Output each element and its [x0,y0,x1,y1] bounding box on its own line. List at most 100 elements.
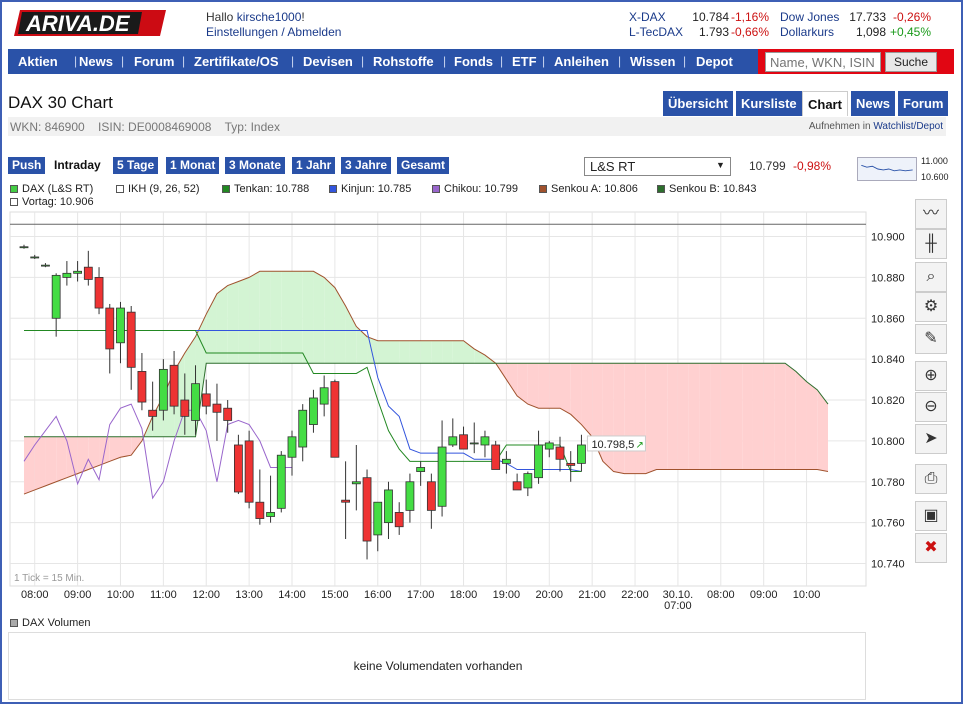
tab-news[interactable]: News [851,91,895,116]
ticker-value: 1,098 [855,25,886,39]
legend-tenkan[interactable]: Tenkan: 10.788 [222,183,309,195]
logout-link[interactable]: Abmelden [287,25,342,39]
legend-swatch [329,185,337,193]
range-gesamt[interactable]: Gesamt [397,157,450,174]
nav-aktien[interactable]: Aktien [18,54,58,69]
legend-label: Chikou: 10.799 [444,183,518,195]
settings-icon[interactable]: ⚙ [915,292,947,322]
range-3-monate[interactable]: 3 Monate [225,157,286,174]
cursor-icon[interactable]: ➤ [915,424,947,454]
current-price: 10.799 [749,159,786,173]
nav-wissen[interactable]: Wissen [630,54,676,69]
range-5-tage[interactable]: 5 Tage [113,157,159,174]
volume-label: DAX Volumen [10,617,90,629]
range-3-jahre[interactable]: 3 Jahre [341,157,392,174]
nav-news[interactable]: News [79,54,113,69]
exchange-select[interactable]: L&S RT [584,157,731,176]
user-greeting: Hallo kirsche1000! Einstellungen / Abmel… [206,10,341,40]
legend-label: Senkou B: 10.843 [669,183,757,195]
watchlist-link[interactable]: Watchlist/Depot [873,121,943,132]
ticker-row[interactable]: Dow Jones 17.733 -0,26% [780,10,931,25]
legend-label: Kinjun: 10.785 [341,183,412,195]
ticker-group-left: X-DAX 10.784 -1,16% L-TecDAX 1.793 -0,66… [629,10,769,40]
security-info: WKN: 846900 ISIN: DE0008469008 Typ: Inde… [10,120,280,134]
legend-label: IKH (9, 26, 52) [128,183,200,195]
zoom-out-icon[interactable]: ⊖ [915,392,947,422]
nav-devisen[interactable]: Devisen [303,54,353,69]
legend-swatch [657,185,665,193]
delete-icon[interactable]: ✖ [915,533,947,563]
ticker-row[interactable]: X-DAX 10.784 -1,16% [629,10,769,25]
tab-kursliste[interactable]: Kursliste [736,91,802,116]
nav-depot[interactable]: Depot [696,54,733,69]
print-icon[interactable]: ⎙ [915,464,947,494]
legend-label: Vortag: 10.906 [22,196,94,208]
tab-chart[interactable]: Chart [802,91,848,116]
ticker-value: 1.793 [698,25,729,39]
nav-separator: | [618,54,622,68]
range-1-jahr[interactable]: 1 Jahr [292,157,336,174]
nav-fonds[interactable]: Fonds [454,54,493,69]
nav-separator: | [361,54,365,68]
nav-separator: | [443,54,447,68]
security-infobar [8,117,946,136]
nav-separator: | [182,54,186,68]
ohlc-chart-icon[interactable]: ╫ [915,229,947,259]
ticker-group-right: Dow Jones 17.733 -0,26% Dollarkurs 1,098… [780,10,931,40]
ticker-value: 17.733 [849,10,886,24]
nav-forum[interactable]: Forum [134,54,175,69]
spark-high-label: 11.000 [921,156,948,166]
current-change: -0,98% [793,159,832,173]
ticker-change: -1,16% [730,10,769,24]
nav-separator: | [683,54,687,68]
legend-ikh[interactable]: IKH (9, 26, 52) [116,183,200,195]
indicator-icon[interactable]: ⌕ [915,262,947,292]
zoom-in-icon[interactable]: ⊕ [915,361,947,391]
save-icon[interactable]: ▣ [915,501,947,531]
ticker-row[interactable]: L-TecDAX 1.793 -0,66% [629,25,769,40]
legend-dax[interactable]: DAX (L&S RT) [10,183,93,195]
legend-swatch [10,185,18,193]
range-intraday[interactable]: Intraday [50,157,105,174]
line-chart-icon[interactable]: 〰 [915,199,947,229]
ticker-row[interactable]: Dollarkurs 1,098 +0,45% [780,25,931,40]
legend-senkou-a[interactable]: Senkou A: 10.806 [539,183,638,195]
nav-zertifikate[interactable]: Zertifikate/OS [194,54,279,69]
draw-icon[interactable]: ✎ [915,324,947,354]
nav-rohstoffe[interactable]: Rohstoffe [373,54,434,69]
ticker-name[interactable]: Dollarkurs [780,25,835,39]
nav-anleihen[interactable]: Anleihen [554,54,609,69]
ticker-change: -0,66% [730,25,769,39]
page-title: DAX 30 Chart [8,93,113,112]
ticker-change: -0,26% [892,10,931,24]
search-input[interactable] [765,52,881,72]
tab-forum[interactable]: Forum [898,91,949,116]
volume-label-text: DAX Volumen [22,617,91,629]
range-push[interactable]: Push [8,157,46,174]
legend-swatch [116,185,124,193]
volume-swatch [10,619,18,627]
nav-separator: | [500,54,504,68]
nav-separator: | [291,54,295,68]
tab-uebersicht[interactable]: Übersicht [663,91,733,116]
link-separator: / [278,25,288,39]
settings-link[interactable]: Einstellungen [206,25,279,39]
ticker-name[interactable]: X-DAX [629,10,666,24]
nav-separator: | [121,54,125,68]
legend-kinjun[interactable]: Kinjun: 10.785 [329,183,411,195]
volume-empty-message: keine Volumendaten vorhanden [353,659,523,673]
legend-chikou[interactable]: Chikou: 10.799 [432,183,518,195]
ticker-name[interactable]: Dow Jones [780,10,840,24]
nav-etf[interactable]: ETF [512,54,537,69]
volume-panel: keine Volumendaten vorhanden [8,632,866,700]
ariva-logo[interactable]: ARIVA.DE [12,8,168,38]
legend-swatch [432,185,440,193]
search-button[interactable]: Suche [885,52,937,72]
legend-vortag[interactable]: Vortag: 10.906 [10,196,94,208]
legend-senkou-b[interactable]: Senkou B: 10.843 [657,183,756,195]
range-1-monat[interactable]: 1 Monat [166,157,220,174]
username-link[interactable]: kirsche1000 [236,10,302,24]
ticker-name[interactable]: L-TecDAX [629,25,684,39]
sparkline-thumbnail[interactable] [857,157,917,181]
chevron-down-icon[interactable]: ▼ [716,160,725,170]
